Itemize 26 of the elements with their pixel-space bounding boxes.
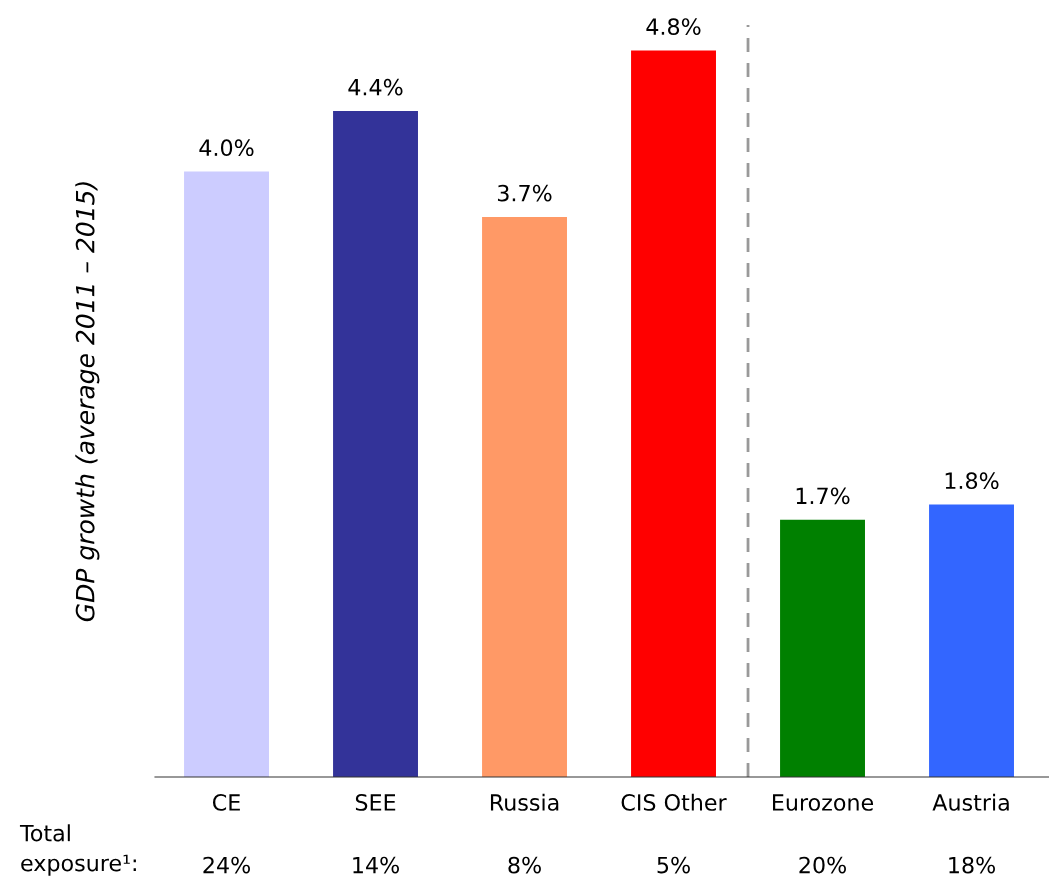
x-tick-label: CE — [212, 794, 240, 811]
x-tick-label: Eurozone — [773, 794, 874, 811]
data-label: 4.8% — [646, 18, 701, 36]
text: 8% — [508, 856, 541, 874]
bar — [184, 171, 269, 777]
x-tick-label: Russia — [490, 793, 559, 811]
data-label: 4.0% — [199, 139, 254, 157]
y-axis-title: GDP growth (average 2011 – 2015) — [75, 182, 100, 622]
text: Total exposure¹: — [19, 824, 136, 876]
bar — [929, 504, 1014, 777]
x-tick-label: CIS Other — [621, 793, 727, 811]
data-label: 4.4% — [348, 78, 403, 96]
data-label: 3.7% — [497, 184, 552, 202]
bar — [333, 110, 418, 777]
x-tick-label: SEE — [355, 794, 396, 811]
text: 18% — [949, 856, 995, 874]
text: 24% — [203, 856, 250, 874]
data-label: 1.7% — [796, 487, 850, 505]
text: 20% — [799, 856, 846, 874]
bar — [631, 50, 716, 777]
bar — [780, 519, 865, 777]
bar — [482, 216, 567, 777]
x-tick-label: Austria — [932, 793, 1009, 811]
text: 5% — [657, 856, 690, 874]
data-label: 1.8% — [945, 472, 999, 490]
text: 14% — [353, 856, 399, 874]
